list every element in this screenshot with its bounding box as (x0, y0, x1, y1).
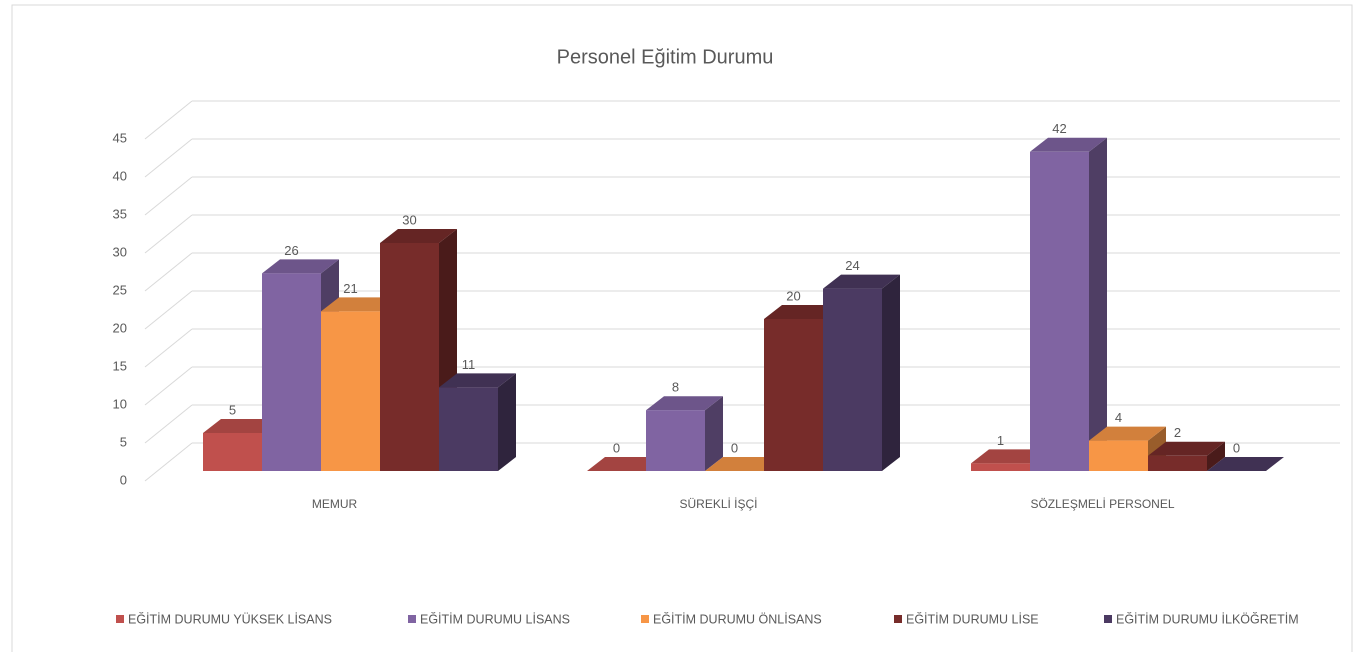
x-tick-label: SÜREKLİ İŞÇİ (679, 497, 757, 511)
x-tick-label: MEMUR (312, 497, 358, 511)
y-tick-label: 45 (113, 130, 127, 145)
data-label: 11 (462, 357, 476, 372)
bar-side (498, 373, 516, 471)
bar-side (1089, 137, 1107, 472)
data-label: 8 (672, 380, 679, 395)
data-label: 21 (343, 281, 357, 296)
bar-top (1148, 441, 1225, 456)
y-tick-label: 0 (120, 472, 127, 487)
bar-side (882, 274, 900, 471)
y-tick-label: 35 (113, 206, 127, 221)
data-label: 0 (1233, 440, 1240, 455)
grid-line-side (144, 290, 193, 330)
grid-line-side (144, 366, 193, 406)
bar-top (262, 259, 339, 274)
legend-swatch (116, 615, 124, 623)
bar (203, 433, 262, 471)
bar (262, 273, 321, 471)
bar-3d (705, 457, 782, 471)
bar (321, 311, 380, 471)
bar-top (1089, 426, 1166, 441)
chart-title: Personel Eğitim Durumu (557, 46, 774, 68)
chart-frame (11, 4, 1353, 652)
y-tick-label: 20 (113, 320, 127, 335)
grid-line-side (144, 404, 193, 444)
y-tick-label: 40 (113, 168, 127, 183)
data-label: 24 (845, 258, 859, 273)
bar-top (646, 396, 723, 411)
bar (439, 387, 498, 471)
bar (1148, 455, 1207, 471)
bar-top (587, 457, 664, 471)
bar-3d (823, 274, 900, 471)
data-label: 20 (786, 288, 800, 303)
bar-top (380, 229, 457, 243)
y-tick-label: 30 (113, 244, 127, 259)
bar (823, 288, 882, 471)
data-label: 26 (284, 243, 298, 258)
data-label: 1 (997, 433, 1004, 448)
x-tick-label: SÖZLEŞMELİ PERSONEL (1030, 497, 1174, 511)
bar-top (705, 457, 782, 471)
grid-line-side (144, 176, 193, 216)
legend-label: EĞİTİM DURUMU YÜKSEK LİSANS (128, 611, 332, 626)
legend-label: EĞİTİM DURUMU LİSE (906, 611, 1039, 626)
bar-top (1030, 137, 1107, 152)
bar-top (203, 419, 280, 433)
data-label: 30 (402, 212, 416, 227)
bar-side (1207, 441, 1225, 471)
y-tick-label: 5 (120, 434, 127, 449)
legend-swatch (894, 615, 902, 623)
bar (646, 410, 705, 471)
legend-swatch (1104, 615, 1112, 623)
data-label: 0 (613, 440, 620, 455)
bar-top (1207, 457, 1284, 471)
bar-3d (439, 373, 516, 471)
grid-line-side (144, 442, 193, 482)
data-label: 0 (731, 440, 738, 455)
bar-3d (1148, 441, 1225, 471)
bar (764, 319, 823, 471)
y-tick-label: 10 (113, 396, 127, 411)
bar-3d (587, 457, 664, 471)
bar (380, 243, 439, 471)
legend-label: EĞİTİM DURUMU İLKÖĞRETİM (1116, 611, 1299, 626)
bar-top (971, 449, 1048, 464)
data-label: 42 (1052, 121, 1066, 136)
grid-line-side (144, 252, 193, 292)
legend-label: EĞİTİM DURUMU ÖNLİSANS (653, 611, 822, 626)
bar-top (439, 373, 516, 388)
bar (1089, 440, 1148, 471)
bar-3d (1030, 137, 1107, 472)
bar-top (764, 305, 841, 319)
bar-3d (1089, 426, 1166, 471)
bar-top (823, 274, 900, 289)
data-label: 4 (1115, 410, 1122, 425)
data-label: 5 (229, 402, 236, 417)
legend-swatch (408, 615, 416, 623)
data-label: 2 (1174, 425, 1181, 440)
bar-side (705, 396, 723, 471)
y-tick-label: 15 (113, 358, 127, 373)
grid-line-side (144, 138, 193, 178)
bar (971, 463, 1030, 471)
bar (1030, 151, 1089, 472)
bar-top (321, 297, 398, 312)
bar-3d (646, 396, 723, 471)
grid-line-side (144, 328, 193, 368)
bar-3d (1207, 457, 1284, 471)
legend-swatch (641, 615, 649, 623)
y-tick-label: 25 (113, 282, 127, 297)
grid-line-side (144, 214, 193, 254)
legend-label: EĞİTİM DURUMU LİSANS (420, 611, 570, 626)
grid-line-side (144, 100, 193, 140)
